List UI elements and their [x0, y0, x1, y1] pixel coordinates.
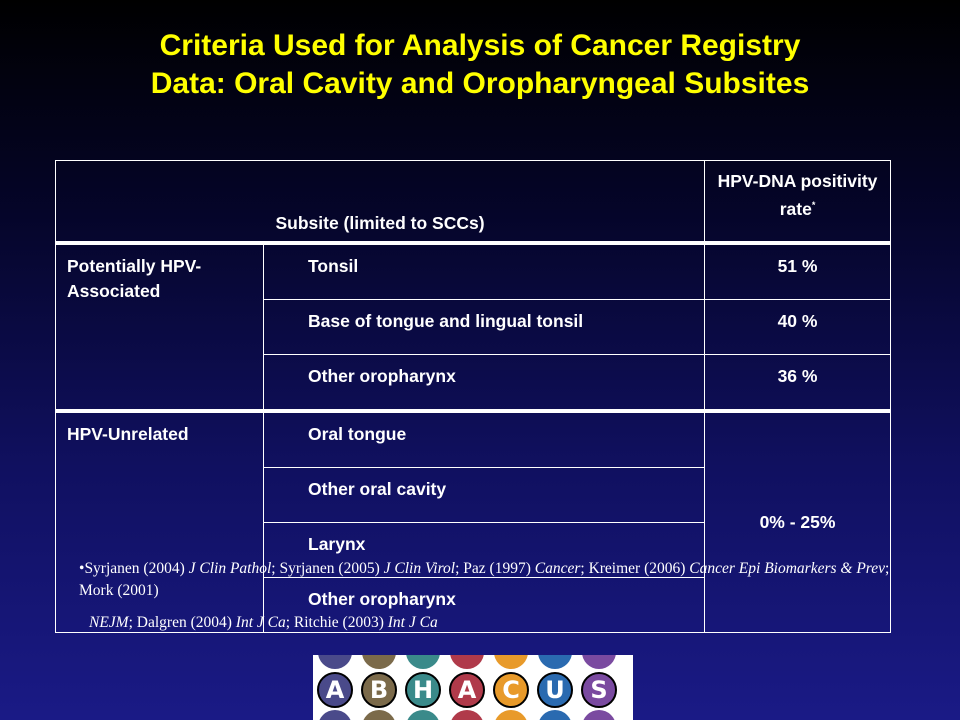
logo-letter: U: [537, 672, 573, 708]
ref-journal: NEJM: [89, 614, 129, 631]
logo-letter: B: [361, 672, 397, 708]
logo-letter: S: [581, 672, 617, 708]
logo-dot-bottom: [318, 710, 352, 720]
table-row: Base of tongue and lingual tonsil 40 %: [56, 299, 892, 355]
title-line-1: Criteria Used for Analysis of Cancer Reg…: [159, 29, 801, 62]
ref-author: ; Dalgren (2004): [128, 614, 232, 631]
ref-journal: Cancer: [534, 560, 581, 577]
logo-dot-bottom: [582, 710, 616, 720]
logo-dot-top: [582, 655, 616, 669]
rate-cell-merged: 0% - 25%: [704, 409, 892, 633]
ref-author: Syrjanen (2004): [84, 560, 185, 577]
reference-line-2: NEJM; Dalgren (2004) Int J Ca; Ritchie (…: [79, 612, 899, 634]
rate-cell: 40 %: [704, 299, 892, 355]
ref-journal: J Clin Virol: [383, 560, 456, 577]
rate-cell: 51 %: [704, 241, 892, 300]
ref-author: ; Mork (2001): [79, 560, 890, 599]
table-row: Other oral cavity: [56, 467, 891, 523]
logo-dot-top: [406, 655, 440, 669]
subsite-cell: Tonsil: [262, 241, 706, 300]
ref-author: ; Syrjanen (2005): [271, 560, 380, 577]
ref-author: ; Ritchie (2003): [285, 614, 384, 631]
header-rate-text: HPV-DNA positivity rate: [717, 171, 878, 219]
logo-dot-bottom: [362, 710, 396, 720]
subsite-table: Subsite (limited to SCCs) HPV-DNA positi…: [54, 160, 892, 633]
logo-dot-top: [450, 655, 484, 669]
subsite-cell: Oral tongue: [262, 409, 706, 468]
ref-journal: Int J Ca: [235, 614, 286, 631]
slide-title: Criteria Used for Analysis of Cancer Reg…: [0, 27, 960, 103]
logo-dot-top: [494, 655, 528, 669]
group-label-hpv-associated: Potentially HPV-Associated: [55, 241, 264, 412]
group-label-hpv-unrelated: HPV-Unrelated: [55, 409, 264, 633]
ref-author: ; Paz (1997): [455, 560, 531, 577]
header-rate-footnote-mark: *: [811, 200, 816, 210]
table-row: Potentially HPV-Associated Tonsil 51 %: [55, 241, 892, 412]
table-row: Larynx: [56, 522, 891, 578]
bullet: •: [79, 560, 85, 577]
rate-cell: 36 %: [704, 354, 892, 412]
references: •Syrjanen (2004) J Clin Pathol; Syrjanen…: [79, 558, 899, 634]
subsite-cell: Other oropharynx: [262, 354, 706, 412]
logo-letter: A: [317, 672, 353, 708]
logo-dot-top: [362, 655, 396, 669]
logo-letter: A: [449, 672, 485, 708]
table-row: Other oropharynx: [56, 577, 891, 633]
reference-line-1: •Syrjanen (2004) J Clin Pathol; Syrjanen…: [79, 558, 899, 602]
header-subsite: Subsite (limited to SCCs): [54, 160, 706, 244]
ref-journal: Cancer Epi Biomarkers & Prev: [689, 560, 886, 577]
title-line-2: Data: Oral Cavity and Oropharyngeal Subs…: [150, 67, 810, 100]
logo-dot-bottom: [494, 710, 528, 720]
table-row: Other oropharynx 36 %: [56, 354, 892, 412]
subsite-cell: Other oropharynx: [262, 577, 706, 633]
logo-letter: C: [493, 672, 529, 708]
logo-dot-bottom: [450, 710, 484, 720]
ref-journal: J Clin Pathol: [188, 560, 272, 577]
subsite-cell: Larynx: [262, 522, 706, 578]
ref-author: ; Kreimer (2006): [580, 560, 686, 577]
logo-dot-bottom: [538, 710, 572, 720]
logo-dot-top: [318, 655, 352, 669]
logo-letter: H: [405, 672, 441, 708]
table-header-row: Subsite (limited to SCCs) HPV-DNA positi…: [54, 160, 892, 244]
header-rate: HPV-DNA positivity rate*: [704, 160, 892, 244]
subsite-cell: Base of tongue and lingual tonsil: [262, 299, 706, 355]
logo-dot-top: [538, 655, 572, 669]
ref-journal: Int J Ca: [387, 614, 438, 631]
logo-dot-bottom: [406, 710, 440, 720]
subsite-cell: Other oral cavity: [262, 467, 706, 523]
table-row: HPV-Unrelated Oral tongue 0% - 25%: [55, 409, 892, 633]
